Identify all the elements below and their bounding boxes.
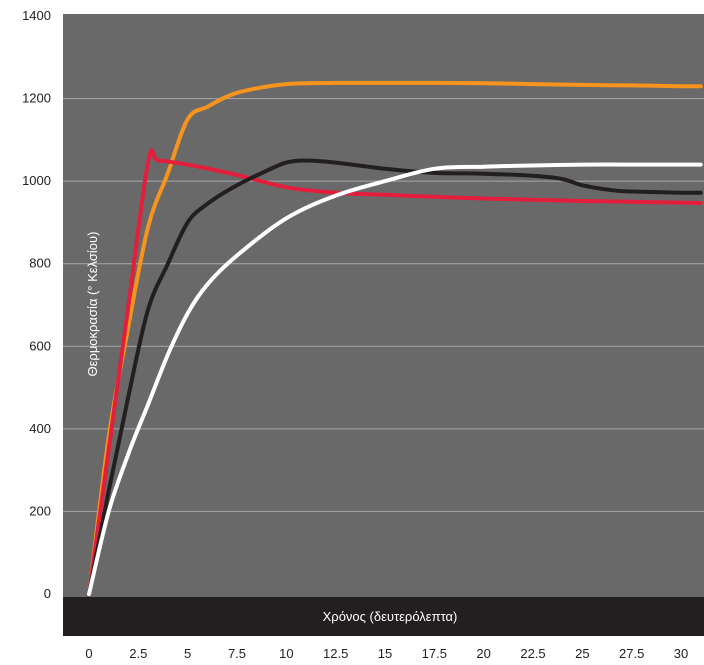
x-tick-label: 30 xyxy=(674,646,688,661)
y-axis-title: Θερμοκρασία (° Κελσίου) xyxy=(85,232,100,377)
y-tick-label: 0 xyxy=(44,586,51,601)
y-tick-label: 400 xyxy=(29,421,51,436)
x-axis-title: Χρόνος (δευτερόλεπτα) xyxy=(323,609,458,624)
y-tick-label: 1000 xyxy=(22,173,51,188)
x-tick-label: 20 xyxy=(476,646,490,661)
series-group xyxy=(87,80,703,596)
x-tick-label: 15 xyxy=(378,646,392,661)
plot-background xyxy=(63,14,704,636)
y-tick-label: 600 xyxy=(29,338,51,353)
x-tick-label: 17.5 xyxy=(422,646,447,661)
y-tick-label: 200 xyxy=(29,503,51,518)
y-tick-label: 1400 xyxy=(22,8,51,23)
x-tick-label: 5 xyxy=(184,646,191,661)
x-tick-label: 12.5 xyxy=(323,646,348,661)
x-tick-label: 0 xyxy=(85,646,92,661)
x-tick-label: 10 xyxy=(279,646,293,661)
x-tick-labels: 0 2.5 5 7.5 10 12.5 15 17.5 20 22.5 25 27.5 30 xyxy=(85,646,688,661)
x-tick-label: 2.5 xyxy=(129,646,147,661)
x-tick-label: 7.5 xyxy=(228,646,246,661)
series-line-3 xyxy=(87,158,703,596)
series-line-4 xyxy=(87,162,703,596)
y-tick-labels: 0 200 400 600 800 1000 1200 1400 xyxy=(22,8,51,601)
x-axis-band xyxy=(63,597,704,636)
x-tick-label: 22.5 xyxy=(520,646,545,661)
y-tick-label: 800 xyxy=(29,256,51,271)
x-tick-label: 27.5 xyxy=(619,646,644,661)
series-line-2 xyxy=(87,148,703,596)
x-tick-label: 25 xyxy=(575,646,589,661)
series-line-1 xyxy=(87,80,703,596)
y-tick-label: 1200 xyxy=(22,91,51,106)
